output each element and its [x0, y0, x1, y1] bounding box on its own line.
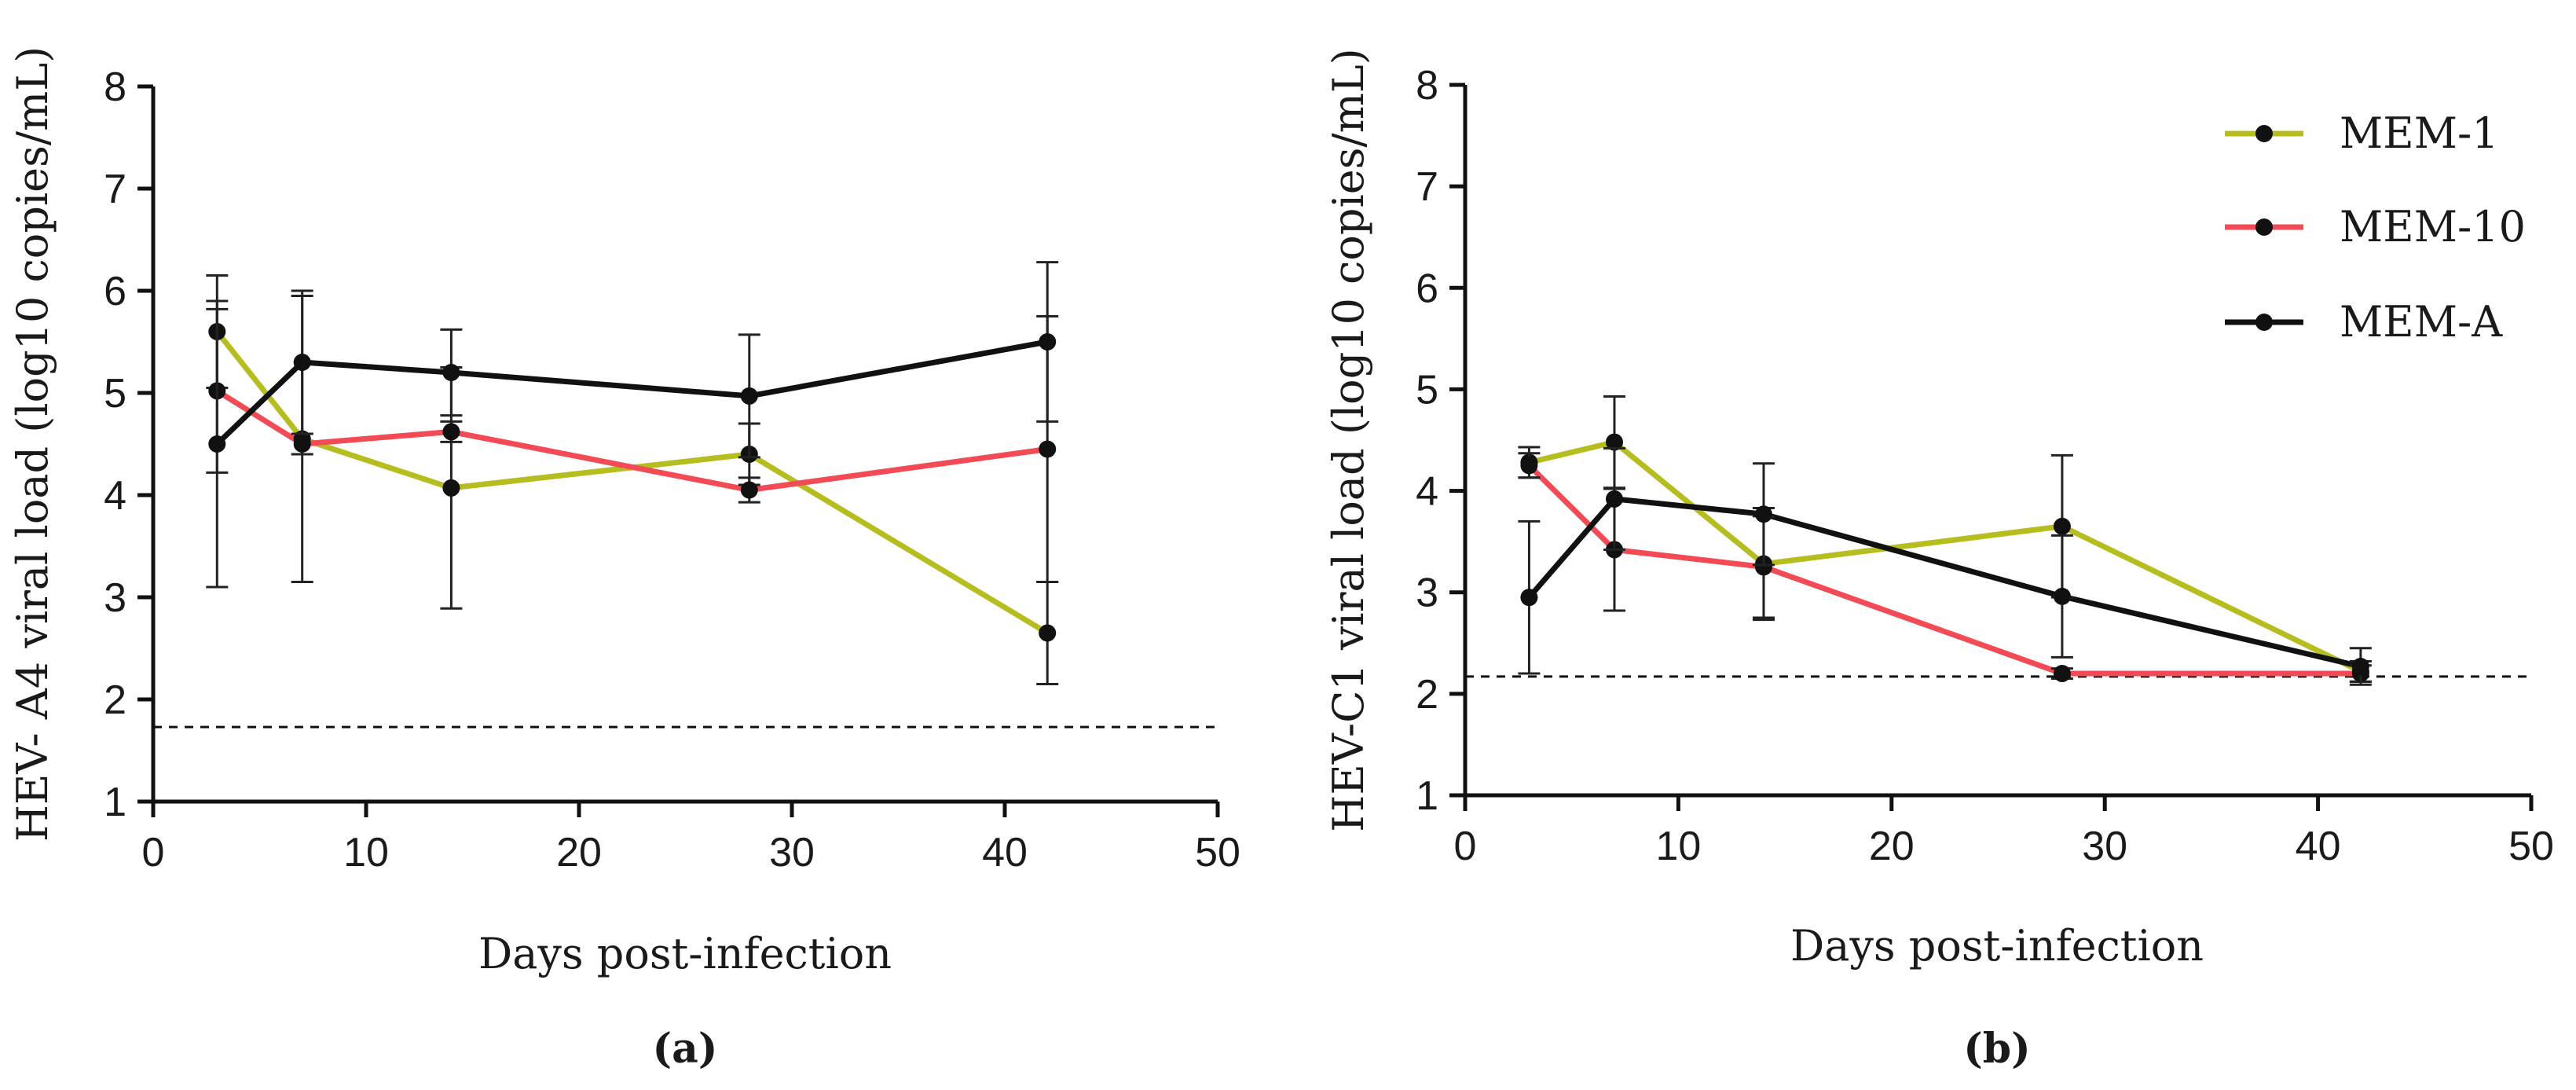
legend-marker — [2255, 218, 2273, 236]
x-tick-label: 50 — [1195, 830, 1240, 875]
y-tick-label: 7 — [1416, 164, 1438, 210]
data-point-mem-10 — [1520, 457, 1538, 475]
ticks: 1 2 3 4 5 6 7 8 0 10 20 30 40 50 — [1416, 63, 2554, 869]
data-point-mem-a — [1039, 333, 1057, 350]
y-tick-label: 5 — [1416, 367, 1438, 413]
y-tick-label: 1 — [1416, 773, 1438, 819]
y-axis-title: HEV- A4 viral load (log10 copies/mL) — [8, 46, 57, 842]
legend-label: MEM-1 — [2340, 108, 2499, 158]
panel-label: (b) — [1963, 1025, 2031, 1073]
data-point-mem-10 — [293, 435, 311, 453]
x-tick-label: 10 — [1655, 824, 1701, 869]
data-point-mem-1 — [1039, 624, 1057, 642]
data-point-mem-a — [208, 435, 226, 453]
series-line-mem-1 — [214, 329, 1049, 636]
data-point-mem-a — [442, 364, 460, 381]
y-tick-label: 6 — [104, 269, 126, 314]
legend-label: MEM-10 — [2340, 202, 2526, 251]
data-point-mem-1 — [2053, 517, 2071, 535]
y-tick-label: 3 — [1416, 571, 1438, 616]
y-tick-label: 5 — [104, 371, 126, 417]
legend-marker — [2255, 125, 2273, 142]
series-line-mem-10 — [1526, 463, 2361, 677]
data-point-mem-a — [1605, 490, 1623, 508]
series-line-mem-a — [214, 339, 1048, 446]
data-point-mem-a — [293, 354, 311, 371]
legend-label: MEM-A — [2340, 297, 2503, 347]
data-point-mem-a — [740, 387, 758, 405]
ticks: 1 2 3 4 5 6 7 8 0 10 20 30 40 50 — [104, 64, 1240, 875]
y-tick-label: 4 — [104, 473, 126, 519]
y-axis-title: HEV-C1 viral load (log10 copies/mL) — [1324, 48, 1373, 831]
y-tick-label: 7 — [104, 167, 126, 212]
plot-area — [1465, 395, 2531, 686]
y-tick-label: 6 — [1416, 266, 1438, 311]
y-tick-label: 2 — [104, 677, 126, 723]
legend-item-mem-1: MEM-1 — [2225, 108, 2499, 158]
data-point-mem-a — [1520, 589, 1538, 607]
data-point-mem-1 — [1605, 433, 1623, 451]
chart-panel-b: 1 2 3 4 5 6 7 8 0 10 20 30 40 50 HEV-C1 viral load (l… — [1324, 48, 2554, 1073]
x-tick-label: 30 — [769, 830, 815, 875]
x-tick-label: 0 — [1454, 824, 1477, 869]
data-point-mem-1 — [442, 479, 460, 497]
y-tick-label: 2 — [1416, 672, 1438, 717]
series-line-mem-10 — [215, 388, 1048, 493]
y-tick-label: 8 — [1416, 63, 1438, 108]
x-tick-label: 20 — [1869, 824, 1915, 869]
data-point-mem-10 — [442, 423, 460, 441]
chart-panel-a: 1 2 3 4 5 6 7 8 0 10 20 30 40 50 HEV- A4 viral load (… — [8, 46, 1240, 1073]
x-axis-title: Days post-infection — [1790, 921, 2204, 971]
legend-marker — [2255, 314, 2273, 331]
data-point-mem-10 — [1754, 558, 1772, 576]
data-point-mem-a — [2053, 587, 2071, 605]
legend-item-mem-10: MEM-10 — [2225, 202, 2526, 251]
x-tick-label: 0 — [142, 830, 165, 875]
plot-area — [153, 261, 1218, 729]
data-point-mem-a — [2351, 657, 2369, 675]
data-point-mem-10 — [2053, 665, 2071, 683]
series-line-mem-a — [1526, 496, 2362, 670]
y-tick-label: 3 — [104, 575, 126, 621]
y-tick-label: 8 — [104, 64, 126, 110]
x-tick-label: 40 — [982, 830, 1028, 875]
legend-item-mem-a: MEM-A — [2225, 297, 2503, 347]
data-point-mem-a — [1754, 505, 1772, 523]
x-tick-label: 10 — [343, 830, 389, 875]
data-point-mem-10 — [1039, 440, 1057, 458]
x-tick-label: 30 — [2082, 824, 2127, 869]
x-tick-label: 50 — [2508, 824, 2554, 869]
x-tick-label: 20 — [556, 830, 602, 875]
data-point-mem-10 — [740, 481, 758, 499]
x-tick-label: 40 — [2296, 824, 2341, 869]
y-tick-label: 4 — [1416, 469, 1438, 515]
x-axis-title: Days post-infection — [478, 929, 892, 978]
panel-label: (a) — [653, 1025, 718, 1073]
y-tick-label: 1 — [104, 780, 126, 825]
legend: MEM-1 MEM-10 MEM-A — [2225, 108, 2526, 347]
